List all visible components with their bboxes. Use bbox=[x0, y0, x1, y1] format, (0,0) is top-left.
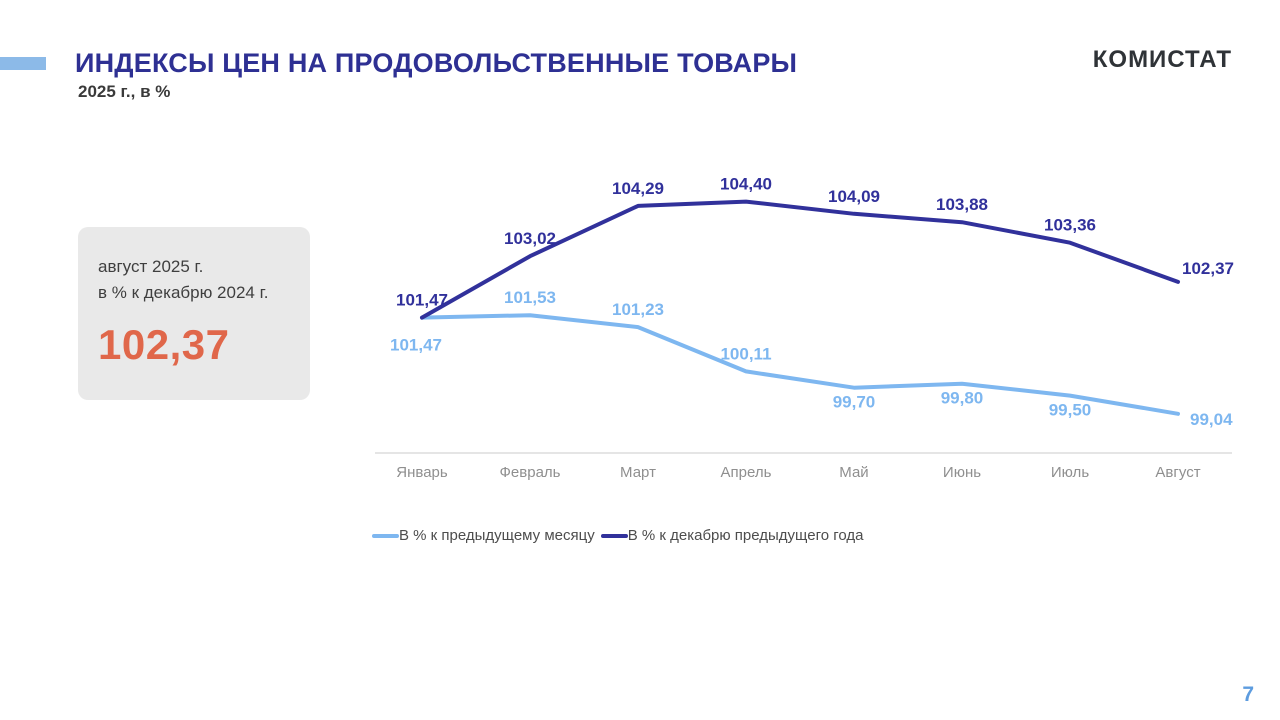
komistat-logo: КОМИСТАТ bbox=[1092, 46, 1232, 73]
chart-legend: В % к предыдущему месяцу В % к декабрю п… bbox=[372, 527, 863, 544]
data-label: 100,11 bbox=[720, 344, 771, 363]
legend-item-month: В % к предыдущему месяцу bbox=[372, 527, 595, 544]
accent-dash bbox=[0, 57, 46, 70]
x-axis-label: Август bbox=[1155, 464, 1200, 481]
data-label: 102,37 bbox=[1182, 259, 1234, 278]
x-axis-label: Февраль bbox=[500, 464, 561, 481]
callout-line1: август 2025 г. bbox=[98, 257, 204, 276]
data-label: 99,50 bbox=[1049, 401, 1092, 420]
series-line bbox=[420, 313, 1180, 416]
x-axis-label: Июнь bbox=[943, 464, 981, 481]
data-label: 101,47 bbox=[390, 336, 442, 355]
x-axis-label: Март bbox=[620, 464, 656, 481]
data-label: 103,02 bbox=[504, 229, 556, 248]
x-axis-label: Январь bbox=[396, 464, 448, 481]
page-number: 7 bbox=[1242, 683, 1254, 706]
page-subtitle: 2025 г., в % bbox=[78, 82, 171, 101]
data-label: 104,09 bbox=[828, 187, 880, 206]
legend-swatch-month bbox=[372, 533, 399, 538]
legend-label-month: В % к предыдущему месяцу bbox=[399, 527, 595, 544]
data-label: 104,29 bbox=[612, 179, 664, 198]
x-axis-label: Апрель bbox=[721, 464, 772, 481]
data-label: 101,53 bbox=[504, 288, 556, 307]
page-title: ИНДЕКСЫ ЦЕН НА ПРОДОВОЛЬСТВЕННЫЕ ТОВАРЫ bbox=[75, 48, 798, 78]
legend-swatch-december bbox=[600, 533, 628, 538]
x-axis-label: Май bbox=[839, 464, 868, 481]
legend-item-december: В % к декабрю предыдущего года bbox=[600, 527, 864, 544]
data-label: 103,88 bbox=[936, 195, 988, 214]
line-chart: Январь Февраль Март Апрель Май Июнь Июль Август… bbox=[375, 175, 1234, 481]
data-label: 99,70 bbox=[833, 393, 876, 412]
series-line bbox=[420, 199, 1180, 320]
x-axis-label: Июль bbox=[1051, 464, 1089, 481]
legend-label-december: В % к декабрю предыдущего года bbox=[627, 527, 864, 544]
data-label: 104,40 bbox=[720, 175, 772, 194]
callout-value: 102,37 bbox=[98, 321, 230, 368]
data-label: 103,36 bbox=[1044, 216, 1096, 235]
callout-box: август 2025 г. в % к декабрю 2024 г. 102… bbox=[78, 227, 310, 400]
data-label: 101,47 bbox=[396, 291, 448, 310]
data-label: 99,80 bbox=[941, 389, 984, 408]
data-label: 101,23 bbox=[612, 300, 664, 319]
data-label: 99,04 bbox=[1190, 410, 1233, 429]
callout-line2: в % к декабрю 2024 г. bbox=[98, 282, 269, 302]
